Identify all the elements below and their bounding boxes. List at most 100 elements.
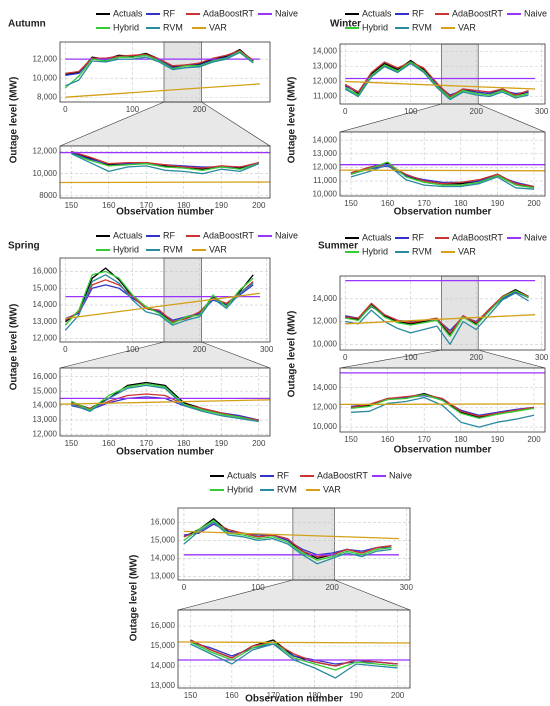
y-tick-label: 14,000 [313, 294, 338, 303]
zoom-connector [339, 349, 546, 369]
y-tick-label: 12,000 [33, 54, 58, 63]
panel-border [177, 609, 411, 689]
series-line [183, 519, 392, 561]
panel-background [60, 146, 270, 198]
y-tick-label: 14,000 [313, 135, 338, 144]
y-tick-label: 15,000 [33, 283, 58, 292]
series-group [340, 372, 545, 428]
zoom-highlight [292, 507, 335, 581]
y-tick-label: 15,000 [151, 641, 176, 650]
x-tick-label: 100 [404, 353, 418, 362]
zoom-connector [59, 341, 271, 369]
legend-label: RVM [277, 484, 297, 494]
legend-label: RF [412, 8, 424, 18]
x-tick-label: 0 [63, 105, 68, 114]
legend-label: RVM [163, 244, 183, 254]
series-group [344, 59, 536, 101]
series-line [65, 279, 254, 323]
y-tick-label: 13,000 [33, 317, 58, 326]
y-tick-label: 10,000 [33, 73, 58, 82]
legend-label: AdaBoostRT [203, 8, 254, 18]
series-line [345, 80, 536, 90]
series-line [178, 641, 410, 644]
y-tick-label: 12,000 [313, 317, 338, 326]
y-tick-label: 10,000 [313, 190, 338, 199]
y-tick-label: 12,000 [313, 402, 338, 411]
panel-border [339, 43, 546, 105]
x-tick-label: 170 [267, 691, 281, 700]
x-tick-label: 160 [102, 201, 116, 210]
series-line [190, 639, 398, 667]
y-tick-label: 11,000 [313, 92, 337, 101]
legend-label: RF [412, 232, 424, 242]
y-tick-label: 13,000 [151, 572, 176, 581]
legend-label: RF [277, 470, 289, 480]
x-axis-title: Observation number [116, 207, 214, 218]
panel-border [59, 41, 271, 103]
series-line [190, 641, 398, 665]
panel-border [339, 367, 546, 433]
x-tick-label: 150 [65, 439, 79, 448]
x-tick-label: 160 [225, 691, 239, 700]
zoom-highlight [163, 41, 202, 103]
x-axis-title: Observation number [394, 445, 492, 456]
series-line [345, 314, 536, 325]
x-tick-label: 190 [215, 201, 229, 210]
series-line [345, 290, 529, 337]
legend-label: AdaBoostRT [203, 230, 254, 240]
y-tick-label: 15,000 [151, 536, 176, 545]
x-tick-label: 160 [102, 439, 116, 448]
y-tick-label: 11,000 [313, 176, 337, 185]
series-line [71, 153, 260, 175]
series-line [60, 181, 270, 184]
zoom-connector [177, 579, 411, 611]
legend-label: Hybrid [113, 22, 139, 32]
y-tick-label: 14,000 [151, 661, 176, 670]
y-tick-label: 10,000 [313, 339, 338, 348]
panel-border [339, 131, 546, 197]
series-group [60, 381, 270, 423]
legend-label: RVM [163, 22, 183, 32]
y-tick-label: 16,000 [33, 267, 58, 276]
legend-label: RVM [412, 246, 432, 256]
legend-label: AdaBoostRT [452, 232, 503, 242]
x-axis-title: Observation number [245, 694, 343, 705]
x-tick-label: 300 [260, 345, 274, 354]
series-line [350, 161, 535, 189]
y-tick-label: 12,000 [33, 430, 58, 439]
y-tick-label: 15,000 [33, 386, 58, 395]
zoom-highlight [163, 257, 202, 343]
x-tick-label: 0 [343, 107, 348, 116]
x-tick-label: 180 [454, 199, 468, 208]
legend-label: Naive [389, 470, 412, 480]
series-line [65, 51, 254, 87]
y-axis-title: Outage level (MW) [287, 311, 298, 398]
y-tick-label: 14,000 [151, 554, 176, 563]
y-tick-label: 16,000 [33, 372, 58, 381]
panel-border [177, 507, 411, 581]
x-tick-label: 200 [252, 439, 266, 448]
y-tick-label: 14,000 [313, 47, 338, 56]
series-line [65, 83, 260, 98]
y-axis-title: Outage level (MW) [9, 77, 20, 164]
series-line [345, 292, 529, 345]
legend-label: Actuals [113, 230, 143, 240]
y-tick-label: 13,000 [313, 62, 338, 71]
series-group [64, 267, 260, 331]
series-line [344, 62, 529, 101]
series-line [350, 164, 535, 188]
legend-label: VAR [209, 22, 227, 32]
series-line [71, 153, 259, 171]
x-tick-label: 170 [418, 199, 432, 208]
x-tick-label: 200 [252, 201, 266, 210]
series-line [350, 396, 535, 428]
x-axis-title: Observation number [116, 447, 214, 458]
x-tick-label: 160 [381, 199, 395, 208]
x-tick-label: 0 [63, 345, 68, 354]
series-line [344, 61, 529, 98]
series-line [350, 393, 535, 419]
legend-label: Actuals [362, 8, 392, 18]
zoom-connector [339, 103, 546, 133]
legend-label: AdaBoostRT [317, 470, 368, 480]
